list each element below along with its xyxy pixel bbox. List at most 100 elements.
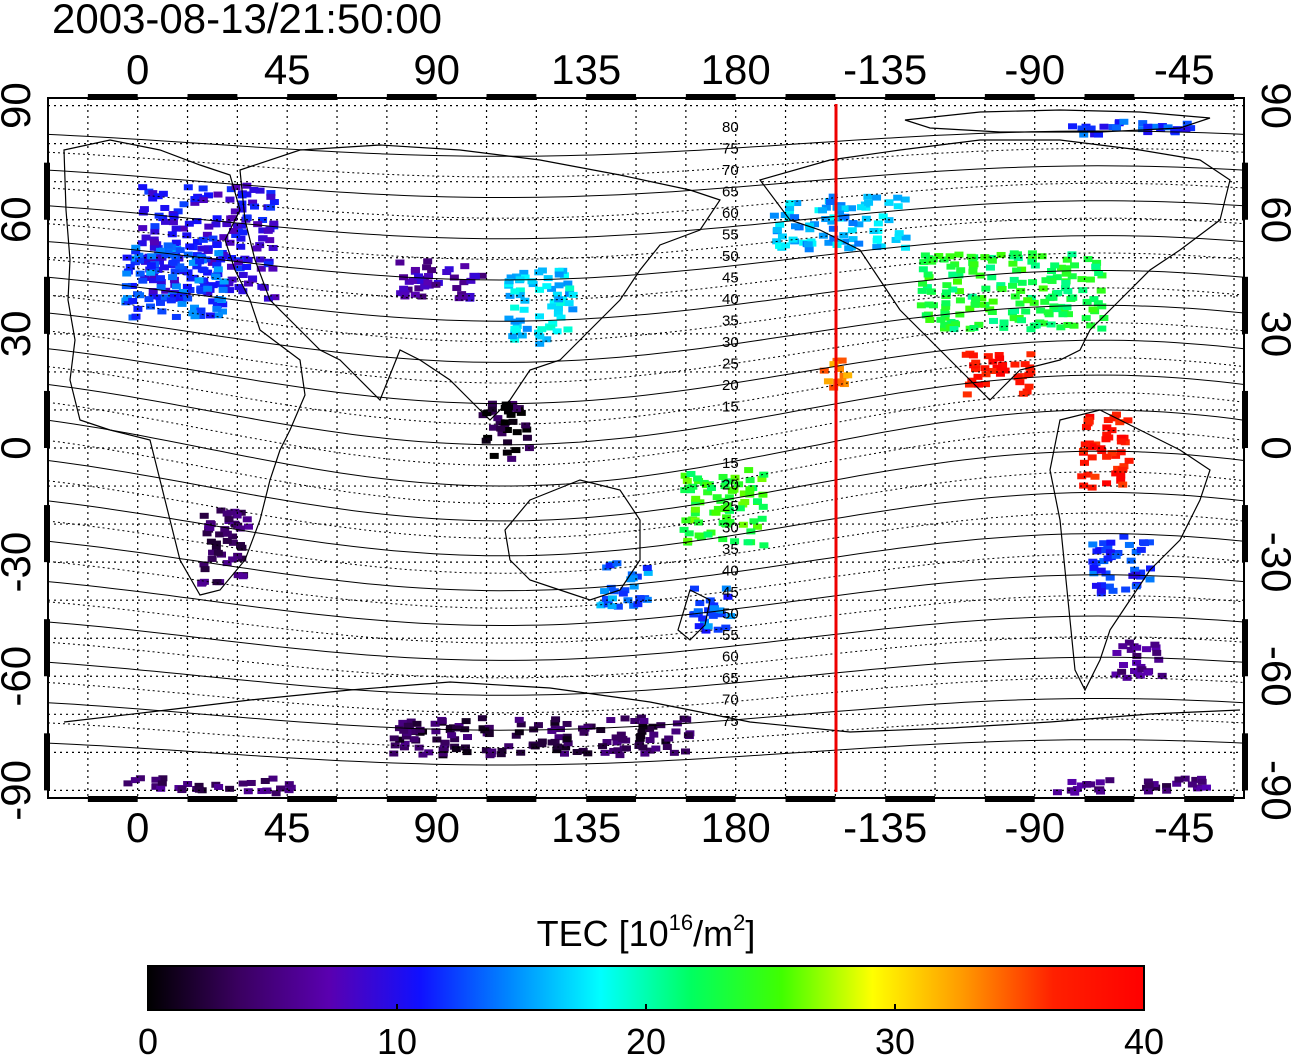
tec-cell [235,265,245,272]
tec-cell [249,186,259,193]
tec-cell [399,285,409,292]
tec-cell [276,785,286,792]
tec-cell [785,200,795,207]
tec-cell [190,313,200,320]
tec-cell [253,221,263,228]
tec-cell [662,744,672,751]
tec-cell [158,775,168,782]
tec-cell [271,790,281,797]
tec-cell [171,313,181,320]
tec-cell [916,302,926,309]
tec-cell [517,332,527,339]
tec-cell [214,250,224,257]
tec-cell [496,425,506,432]
tec-cell [834,365,844,372]
tec-cell [818,232,828,239]
tec-cell [722,502,732,509]
tec-cell [1131,571,1141,578]
tec-cell [1089,564,1099,571]
contour-label: 45 [722,270,739,287]
colorbar-tick-label: 20 [626,1021,666,1057]
frame-tick [1084,796,1135,802]
tec-cell [233,228,243,235]
contour-line [48,615,1244,661]
tec-cell [242,263,252,270]
tec-cell [432,736,442,743]
tec-cell [173,208,183,215]
tec-cell [884,199,894,206]
contour-label: 15 [722,455,739,472]
tec-cell [1039,320,1049,327]
timestamp-title: 2003-08-13/21:50:00 [52,0,442,42]
tec-cell [140,258,150,265]
tec-cell [757,515,767,522]
tec-cell [917,287,927,294]
tec-cell [664,735,674,742]
tec-cell [269,220,279,227]
tec-cell [135,257,145,264]
tec-cell [224,516,234,523]
tec-cell [672,720,682,727]
tec-cell [537,738,547,745]
tec-cell [784,212,794,219]
contour-label: 40 [722,291,739,308]
tec-cell [175,247,185,254]
colorbar-tick-label: 10 [377,1021,417,1057]
tec-cell [1096,287,1106,294]
contour-label: 35 [722,541,739,558]
tec-cell [918,280,928,287]
tec-cell [752,498,762,505]
tec-cell [777,233,787,240]
tec-cell [600,749,610,756]
tec-cell [182,232,192,239]
tec-cell [168,259,178,266]
tec-cell [739,490,749,497]
tec-cell [461,718,471,725]
tec-cell [552,328,562,335]
tec-cell [484,724,494,731]
tec-cell [974,321,984,328]
tec-cell [1105,574,1115,581]
tec-cell [236,235,246,242]
tec-cell [252,245,262,252]
tec-cell [834,380,844,387]
magnetic-latitude-contours [48,130,1244,766]
longitude-label: 0 [126,46,149,93]
tec-cell [414,744,424,751]
tec-cell [547,739,557,746]
tec-cell [718,519,728,526]
tec-cell [161,218,171,225]
tec-cell [139,206,149,213]
tec-cell [225,196,235,203]
latitude-label: 30 [0,311,39,358]
tec-cell [1077,473,1087,480]
tec-cell [431,281,441,288]
tec-cell [981,285,991,292]
tec-cell [417,293,427,300]
latitude-label: 90 [1253,82,1292,129]
contour-line [48,217,1244,260]
tec-cell [780,242,790,249]
tec-cell [1138,126,1148,133]
tec-cell [1091,263,1101,270]
tec-cell [998,361,1008,368]
tec-cell [194,782,204,789]
tec-cell [1181,126,1191,133]
tec-cell [613,747,623,754]
tec-cell [1067,778,1077,785]
tec-cell [146,262,156,269]
tec-cell [805,226,815,233]
tec-cell [424,282,434,289]
tec-cell [823,378,833,385]
tec-cell [502,426,512,433]
tec-cell [1095,779,1105,786]
tec-cell [1097,325,1107,332]
tec-cell [1052,789,1062,796]
frame-tick [44,619,50,677]
tec-cell [500,419,510,426]
tec-cell [260,777,270,784]
tec-cell [547,285,557,292]
tec-cell [167,231,177,238]
tec-cell [1149,123,1159,130]
tec-cell [618,735,628,742]
